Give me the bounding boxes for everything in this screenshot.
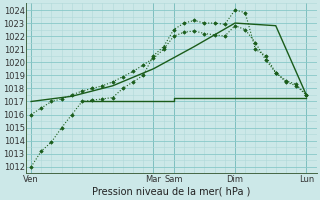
X-axis label: Pression niveau de la mer( hPa ): Pression niveau de la mer( hPa ) — [92, 187, 251, 197]
